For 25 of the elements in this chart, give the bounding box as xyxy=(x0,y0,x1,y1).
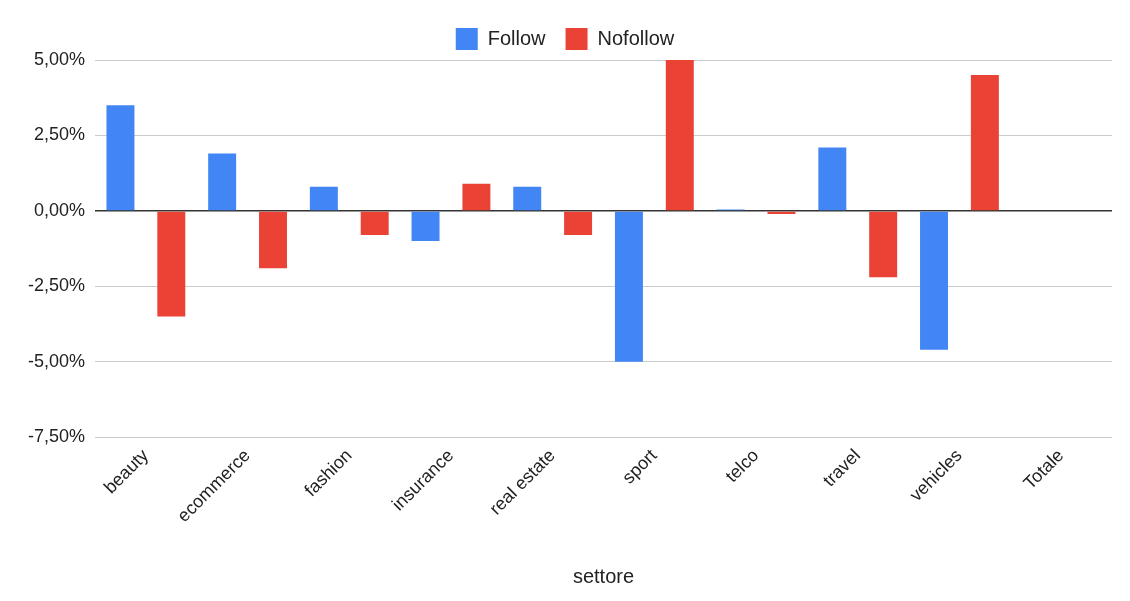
y-tick-label: -5,00% xyxy=(27,350,86,371)
y-tick-label: -2,50% xyxy=(27,275,86,296)
legend-label: Follow xyxy=(487,26,547,49)
bar xyxy=(360,211,389,236)
y-tick-label: 5,00% xyxy=(33,48,86,69)
y-tick-label: 0,00% xyxy=(33,199,86,220)
y-tick-label: -7,50% xyxy=(27,426,86,447)
bar xyxy=(920,211,949,350)
x-axis-title: settore xyxy=(572,564,635,587)
bar xyxy=(106,105,135,211)
bar xyxy=(309,186,338,211)
bar xyxy=(869,211,898,278)
bar xyxy=(564,211,593,236)
bar xyxy=(665,60,694,211)
bar xyxy=(157,211,186,317)
bar xyxy=(513,186,542,211)
bar xyxy=(208,153,237,211)
legend-label: Nofollow xyxy=(597,26,675,49)
y-tick-label: 2,50% xyxy=(33,124,86,145)
bar xyxy=(259,211,287,269)
bar xyxy=(970,75,999,211)
bar xyxy=(411,211,440,242)
bar xyxy=(818,147,847,211)
bar xyxy=(462,183,491,211)
bar xyxy=(614,211,643,362)
